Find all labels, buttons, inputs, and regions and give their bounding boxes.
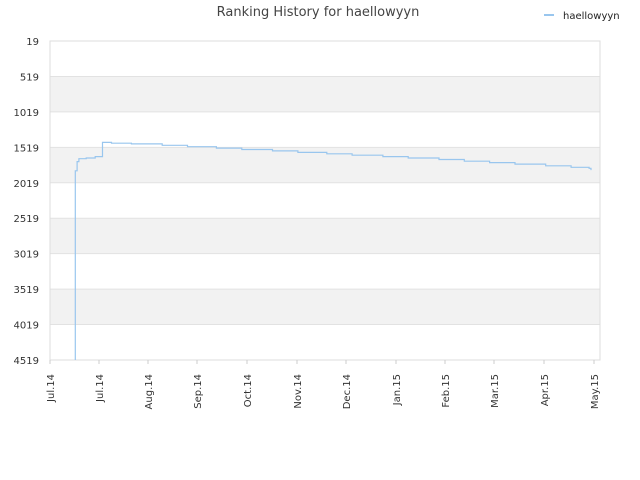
x-tick-label: Mar.15 [490,374,501,408]
y-tick-label: 519 [20,72,39,83]
x-axis-ticks: Jul.14 Jul.14 Aug.14 Sep.14 Oct.14 Nov.14 Dec.… [46,360,601,409]
legend[interactable]: haellowyyn [544,11,620,22]
plot-band [50,289,600,325]
series-line-haellowyyn [74,141,592,360]
y-tick-label: 1019 [14,108,39,119]
x-tick-label: Sep.14 [193,374,204,409]
chart-title: Ranking History for haellowyyn [217,5,420,20]
y-tick-label: 2019 [14,179,39,190]
x-tick-label: Jul.14 [95,374,106,403]
y-tick-label: 1519 [14,143,39,154]
x-tick-label: Nov.14 [293,374,304,409]
plot-band [50,147,600,183]
y-tick-label: 19 [26,37,39,48]
legend-label: haellowyyn [563,11,620,22]
x-tick-label: Jul.14 [46,374,57,403]
plot-area-border [49,40,601,361]
x-tick-label: Jan.15 [392,374,403,406]
y-tick-label: 4519 [14,356,39,367]
y-tick-label: 3519 [14,285,39,296]
y-axis-ticks: 19 519 1019 1519 2019 2519 3019 3519 4019 4519 [14,37,39,367]
plot-bands [50,76,600,325]
x-tick-label: Oct.14 [243,374,254,407]
x-tick-label: Dec.14 [342,374,353,409]
y-tick-label: 2519 [14,214,39,225]
x-tick-label: May.15 [590,374,601,409]
plot-band [50,76,600,112]
x-tick-label: Aug.14 [144,374,155,409]
plot-band [50,218,600,254]
y-tick-label: 3019 [14,250,39,261]
x-tick-label: Feb.15 [441,374,452,408]
y-tick-label: 4019 [14,321,39,332]
x-tick-label: Apr.15 [540,374,551,406]
